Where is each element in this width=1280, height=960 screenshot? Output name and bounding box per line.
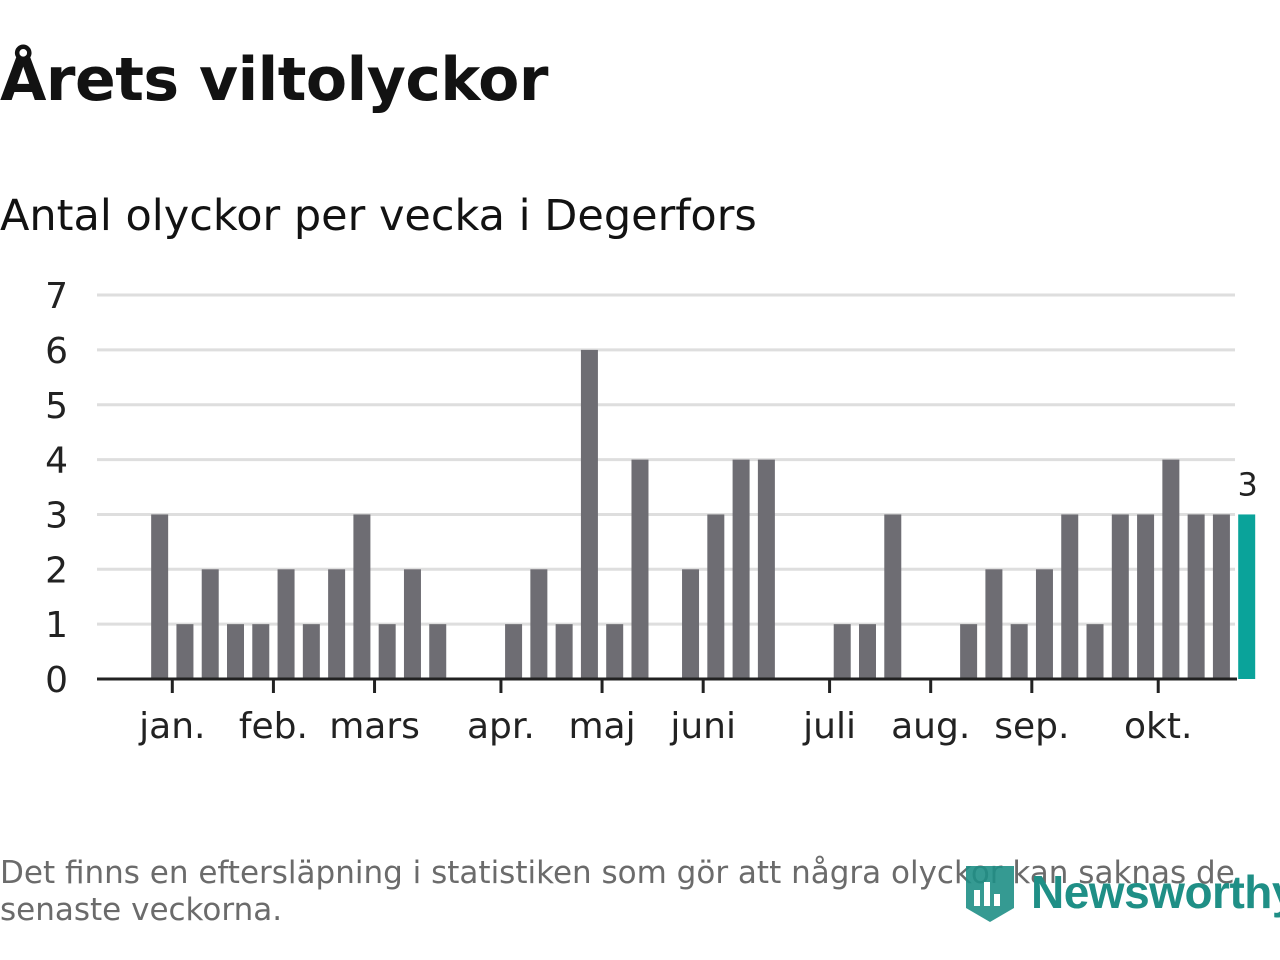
bar [530,569,548,679]
bar [1111,514,1129,679]
bar [580,349,598,679]
y-tick-label: 6 [45,331,68,372]
bar [555,624,573,679]
data-label-latest: 3 [1238,465,1258,503]
bar [505,624,523,679]
x-tick-label: feb. [239,706,308,747]
bar [201,569,219,679]
bar [606,624,624,679]
bar [985,569,1003,679]
x-axis-month-labels: jan. feb. mars apr. maj juni juli aug. sep. okt. [138,706,1192,747]
y-tick-label: 4 [45,441,68,482]
x-tick-label: okt. [1124,706,1192,747]
y-axis-tick-labels: 0 1 2 3 4 5 6 7 [45,276,68,701]
bar [859,624,876,679]
bar [631,459,649,679]
footnote: Det finns en eftersläpning i statistiken… [0,855,1235,928]
bar-latest-week [1238,514,1256,679]
y-tick-label: 2 [45,550,68,591]
bar [378,624,396,679]
bar [353,514,371,679]
bar [833,624,851,679]
newsworthy-logo-text: Newsworthy [1031,866,1280,918]
bar [1010,624,1028,679]
y-tick-label: 7 [45,276,68,317]
x-axis [97,677,1237,693]
bar [403,569,421,679]
data-labels: 3 [1238,465,1258,503]
bar [227,624,244,679]
bar [1187,514,1205,679]
bar [1035,569,1053,679]
bar [884,514,902,679]
x-tick-label: juli [802,706,856,747]
y-tick-label: 0 [45,660,68,701]
bar [176,624,194,679]
bar [429,624,447,679]
bar [682,569,700,679]
bar [151,514,169,679]
newsworthy-logo-icon [966,866,1014,922]
x-tick-label: juni [669,706,736,747]
y-tick-label: 3 [45,495,68,536]
bar [1086,624,1104,679]
x-tick-label: maj [568,706,635,747]
x-tick-label: apr. [467,706,535,747]
bars [151,349,1256,679]
bar [707,514,725,679]
bar [1212,514,1230,679]
bar [1162,459,1180,679]
y-tick-label: 5 [45,386,68,427]
bar-chart: 0 1 2 3 4 5 6 7 jan. feb. mars apr. maj juni juli aug.… [45,276,1258,747]
x-tick-label: aug. [891,706,970,747]
bar [252,624,270,679]
y-tick-label: 1 [45,605,68,646]
x-tick-label: mars [329,706,420,747]
chart-subtitle: Antal olyckor per vecka i Degerfors [0,191,757,241]
bar [732,459,750,679]
x-tick-label: sep. [994,706,1069,747]
bar [277,569,295,679]
bar [328,569,346,679]
bar [1137,514,1155,679]
newsworthy-logo: Newsworthy [963,860,1280,924]
bar [1061,514,1079,679]
bar [302,624,320,679]
bar [960,624,978,679]
chart-title: Årets viltolyckor [0,45,549,115]
bar [757,459,775,679]
x-tick-label: jan. [138,706,205,747]
